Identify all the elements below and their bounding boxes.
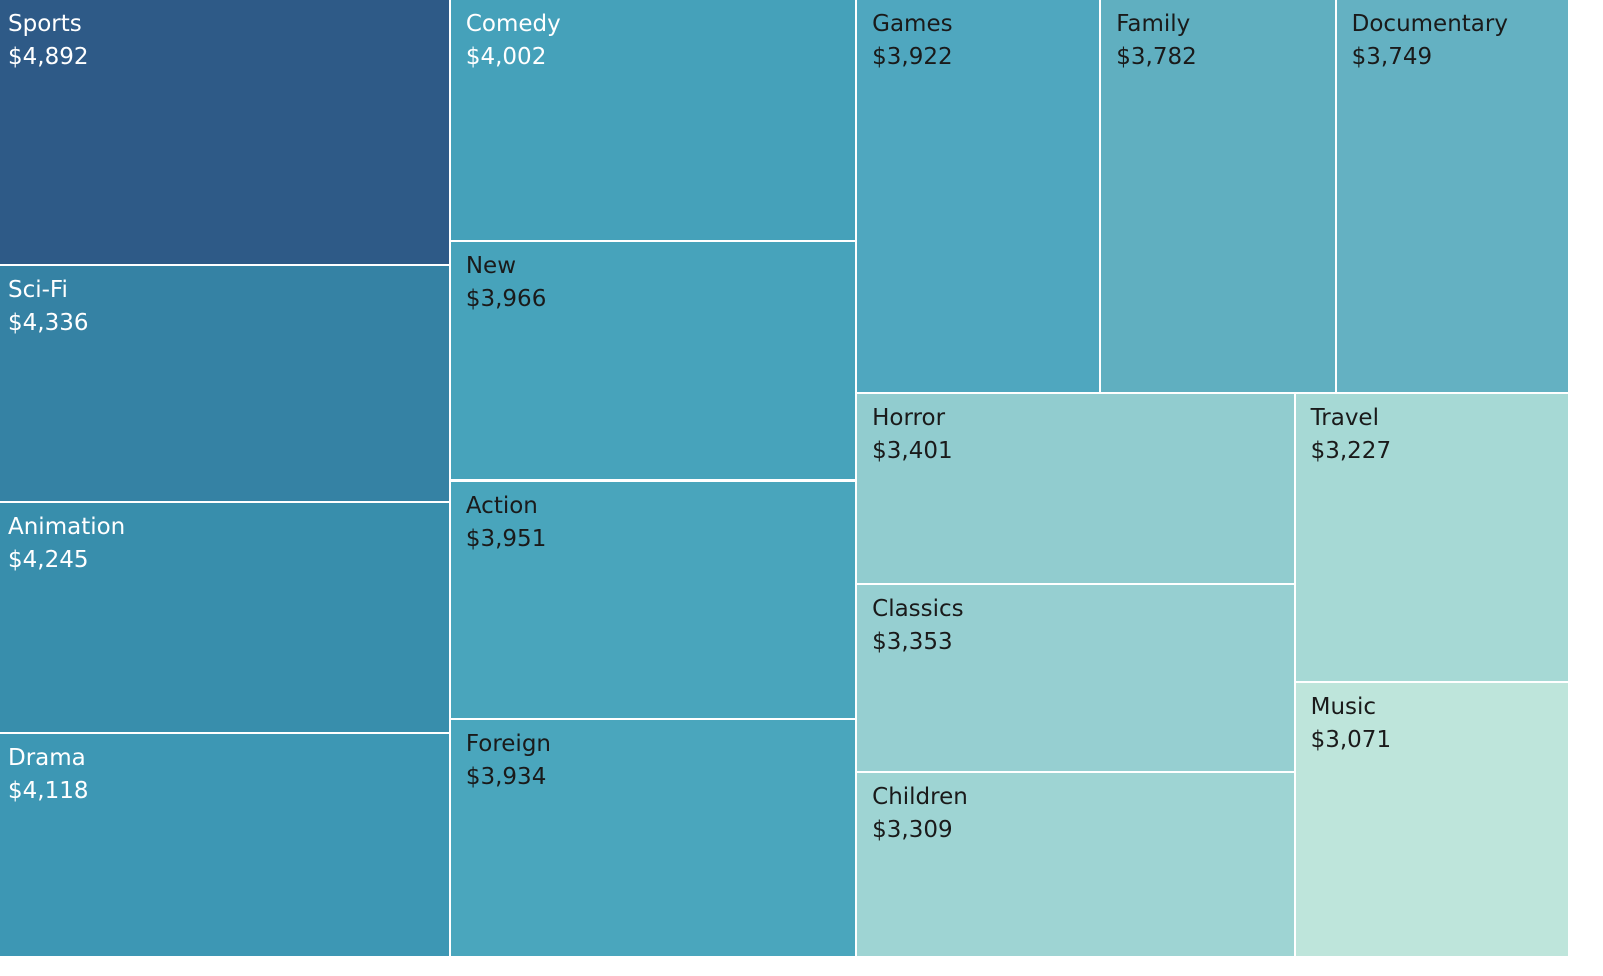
tile-category-label: Animation: [8, 513, 126, 540]
treemap-tile-documentary[interactable]: Documentary $3,749: [1336, 0, 1570, 395]
tile-category-label: Documentary: [1351, 11, 1508, 37]
tile-category-label: Action: [465, 492, 538, 519]
treemap-tile-classics[interactable]: Classics $3,353: [857, 584, 1296, 773]
tile-value-label: $3,309: [872, 816, 953, 843]
tile-value-label: $4,336: [8, 310, 89, 337]
tile-category-label: Comedy: [465, 11, 561, 37]
tile-category-label: Games: [872, 11, 953, 37]
tile-category-label: Sports: [8, 11, 82, 37]
treemap-tile-comedy[interactable]: Comedy $4,002: [450, 0, 858, 242]
tile-category-label: Children: [872, 783, 968, 810]
treemap-tile-family[interactable]: Family $3,782: [1101, 0, 1337, 395]
tile-category-label: Classics: [872, 595, 964, 622]
tile-value-label: $3,782: [1116, 44, 1197, 70]
tile-value-label: $3,934: [465, 764, 547, 791]
tile-category-label: Sci-Fi: [8, 277, 68, 304]
treemap-tile-sci-fi[interactable]: Sci-Fi $4,336: [0, 266, 451, 503]
tile-value-label: $3,071: [1310, 727, 1392, 754]
treemap-tile-music[interactable]: Music $3,071: [1295, 683, 1570, 958]
treemap-tile-horror[interactable]: Horror $3,401: [857, 394, 1296, 585]
tile-category-label: Music: [1310, 694, 1377, 721]
tile-value-label: $4,002: [465, 44, 547, 70]
tile-value-label: $3,951: [465, 525, 547, 552]
tile-value-label: $3,966: [465, 285, 547, 312]
tile-category-label: New: [465, 252, 517, 279]
treemap-tile-action[interactable]: Action $3,951: [450, 481, 858, 721]
tile-value-label: $3,227: [1310, 438, 1392, 465]
tile-value-label: $4,892: [8, 44, 89, 70]
treemap-tile-new[interactable]: New $3,966: [450, 241, 858, 482]
treemap-tile-foreign[interactable]: Foreign $3,934: [450, 720, 858, 958]
tile-value-label: $3,401: [872, 438, 953, 465]
tile-value-label: $3,922: [872, 44, 953, 70]
tile-category-label: Family: [1116, 11, 1191, 37]
treemap-tile-drama[interactable]: Drama $4,118: [0, 733, 451, 958]
tile-category-label: Travel: [1310, 405, 1379, 432]
tile-value-label: $3,353: [872, 628, 953, 655]
tile-value-label: $3,749: [1351, 44, 1433, 70]
tile-category-label: Drama: [8, 744, 86, 771]
treemap-tile-travel[interactable]: Travel $3,227: [1295, 394, 1570, 684]
treemap-tile-animation[interactable]: Animation $4,245: [0, 502, 451, 734]
treemap-tile-games[interactable]: Games $3,922: [857, 0, 1102, 395]
treemap-tile-sports[interactable]: Sports $4,892: [0, 0, 451, 267]
tile-value-label: $4,245: [8, 546, 89, 573]
tile-category-label: Foreign: [465, 731, 551, 758]
tile-value-label: $4,118: [8, 777, 89, 804]
tile-category-label: Horror: [872, 405, 946, 432]
treemap-tile-children[interactable]: Children $3,309: [857, 772, 1296, 958]
